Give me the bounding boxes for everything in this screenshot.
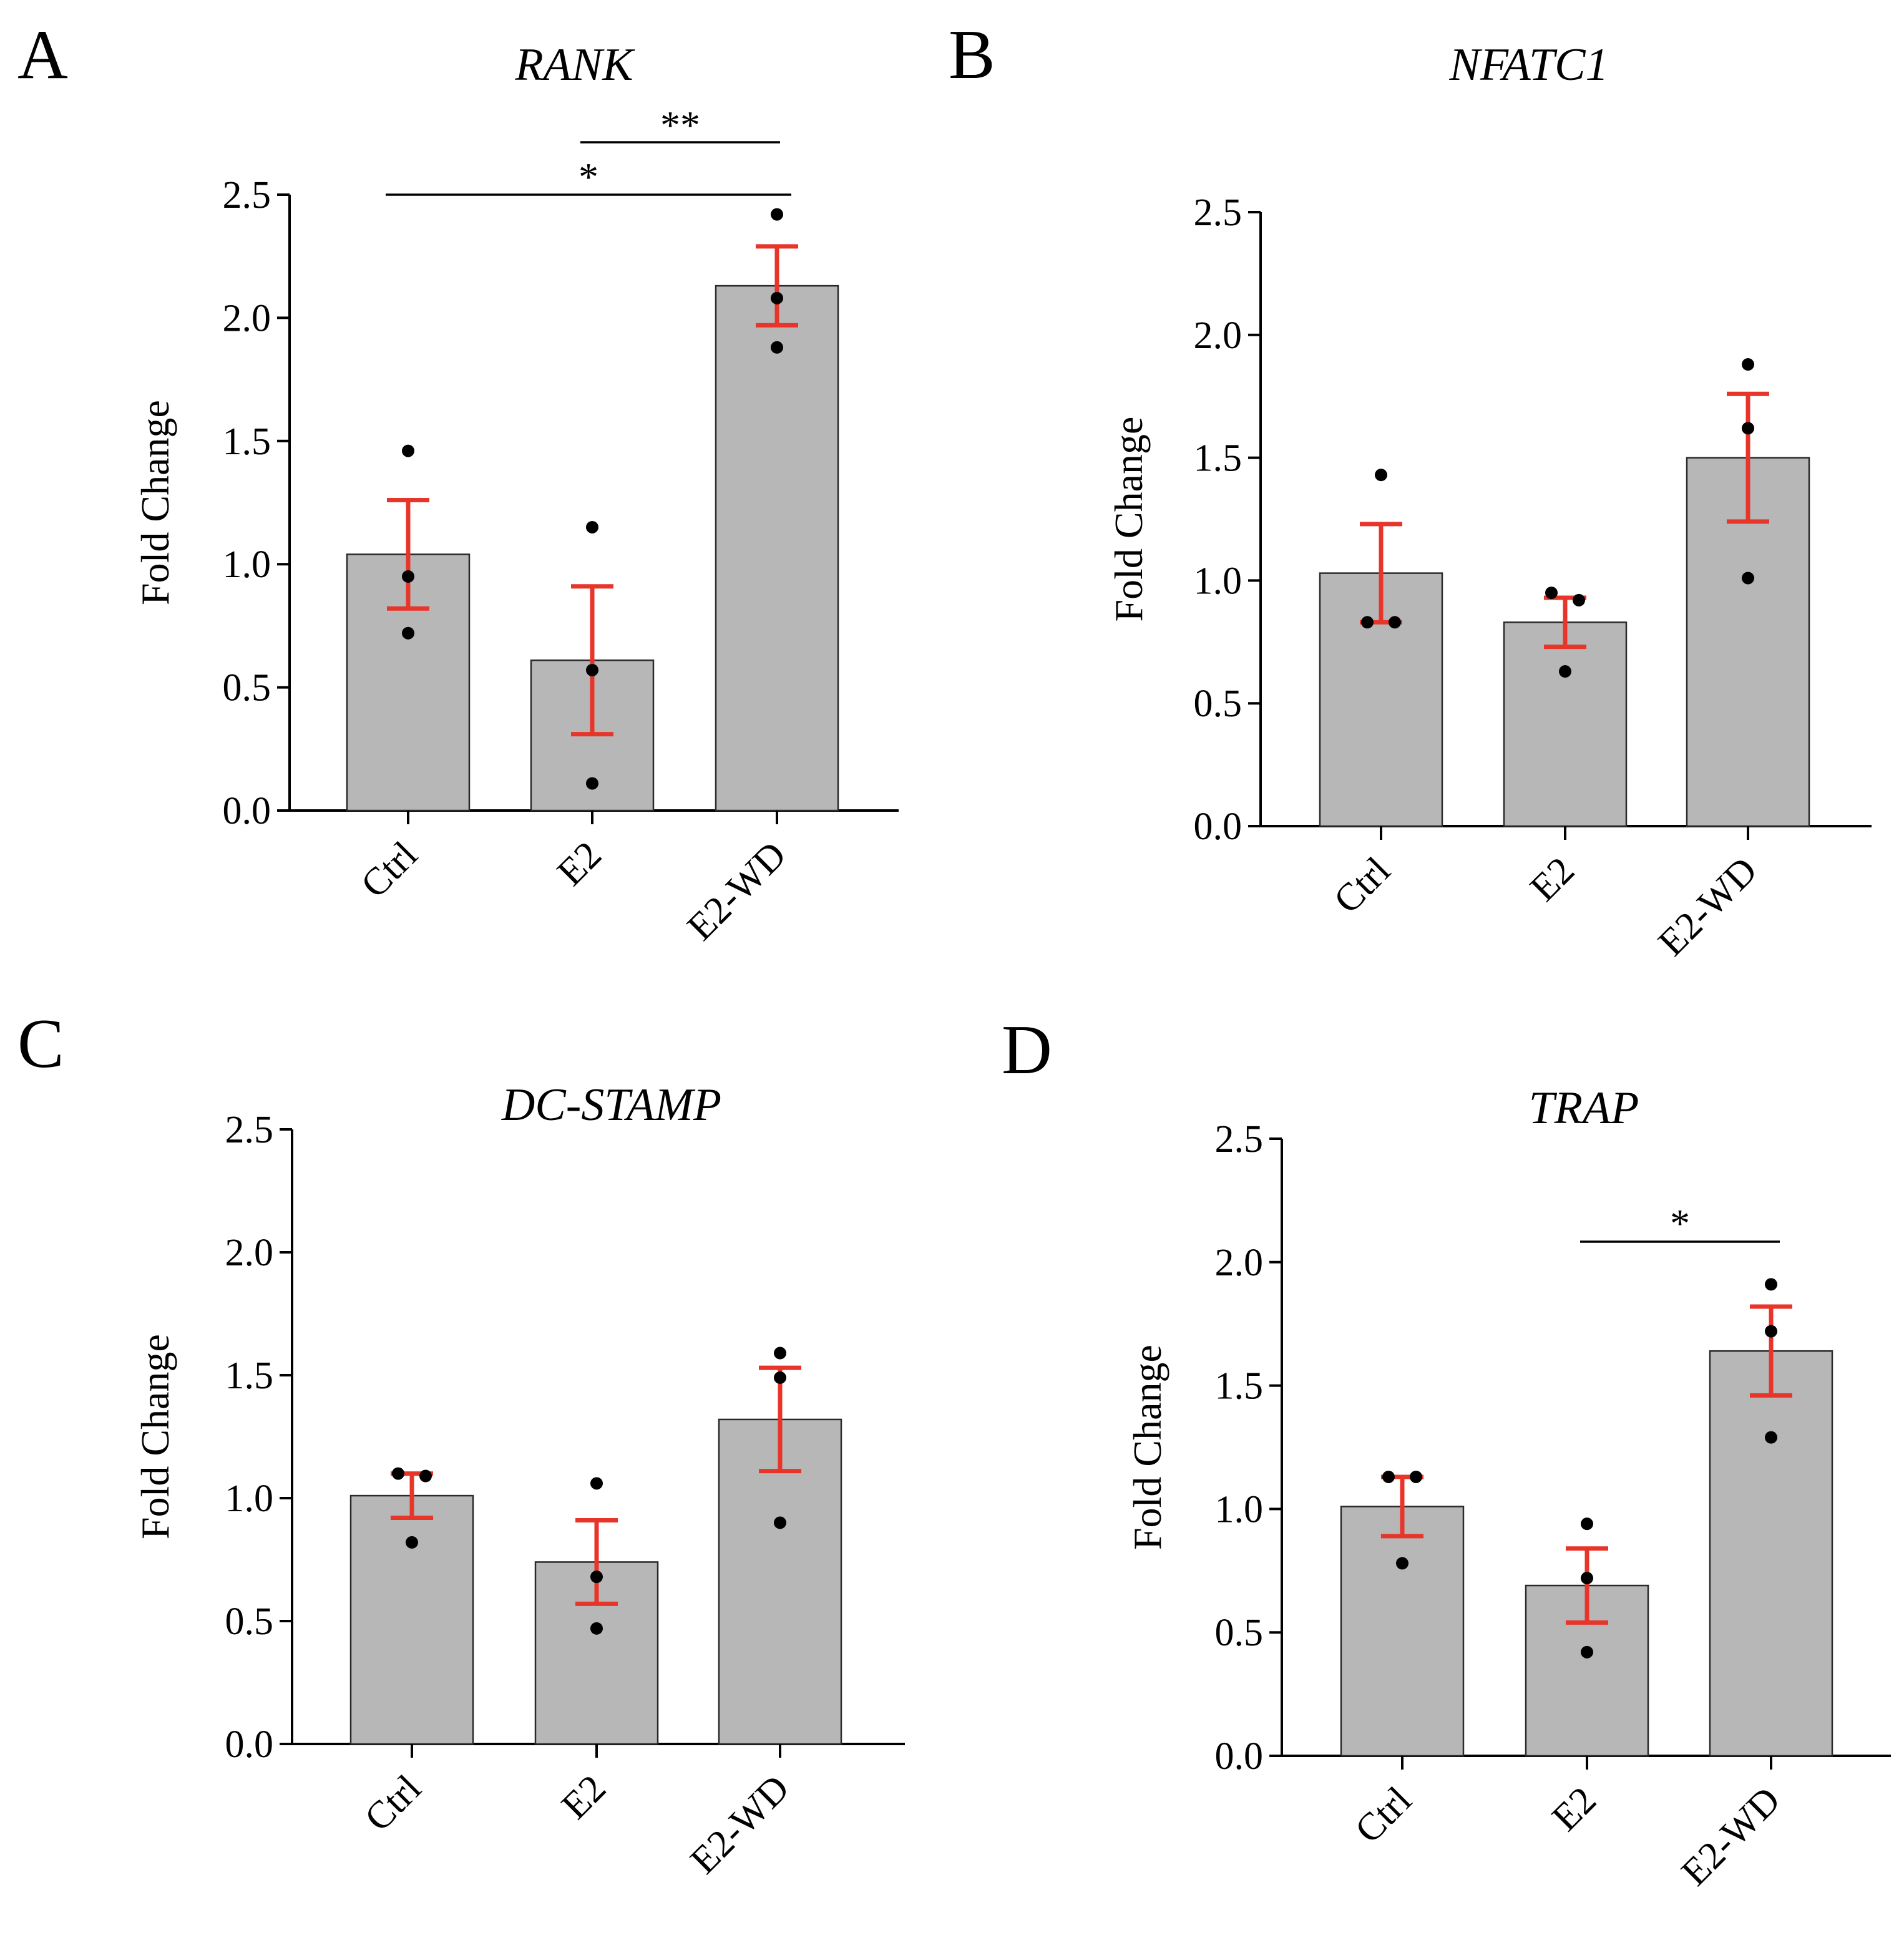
data-point	[590, 1571, 603, 1584]
data-point	[586, 777, 598, 790]
panel-d: D TRAP Fold Change 0.0 0.5 1.0 1.5 2.0 2.5 Ctrl E2…	[1002, 1011, 1891, 1894]
data-point	[774, 1371, 786, 1384]
data-point	[590, 1477, 603, 1490]
data-point	[419, 1469, 432, 1483]
bar-e2	[1503, 621, 1628, 827]
x-tick-label: E2	[554, 1767, 614, 1828]
x-tick-label: Ctrl	[353, 834, 426, 906]
y-tick-label: 0.5	[225, 1600, 274, 1643]
y-tick-label: 0.0	[225, 1723, 274, 1766]
y-tick-label: 1.5	[1194, 437, 1242, 480]
chart-title: DC-STAMP	[501, 1079, 721, 1131]
y-tick-label: 0.0	[223, 790, 271, 832]
x-tick-label: E2-WD	[1673, 1779, 1788, 1894]
y-tick-label: 1.0	[1194, 560, 1242, 602]
y-tick-label: 1.5	[1215, 1365, 1264, 1408]
data-point	[1742, 572, 1754, 585]
data-point	[1389, 616, 1401, 629]
data-point	[1361, 616, 1374, 629]
y-tick-label: 1.5	[223, 421, 271, 463]
data-point	[1742, 358, 1754, 371]
y-tick-label: 2.5	[223, 174, 271, 217]
data-point	[771, 291, 783, 304]
y-tick-label: 0.0	[1194, 806, 1242, 848]
panel-a: A RANK Fold Change 0.0 0.5 1.0 1.5 2.0 2.5 Ctrl E2…	[17, 16, 899, 948]
data-point	[586, 663, 598, 676]
data-point	[1559, 665, 1571, 678]
data-point	[1581, 1572, 1593, 1585]
data-point	[406, 1536, 418, 1549]
significance-label: *	[1670, 1201, 1690, 1245]
chart-title: TRAP	[1529, 1083, 1639, 1134]
bar-e2-wd	[1709, 1350, 1833, 1757]
y-tick-label: 2.0	[1194, 314, 1242, 357]
y-tick-label: 1.0	[225, 1478, 274, 1520]
y-axis-label: Fold Change	[1125, 1345, 1169, 1550]
bar-e2-wd	[715, 285, 839, 812]
chart-title: NFATC1	[1449, 39, 1609, 90]
x-tick-label: E2	[549, 834, 610, 894]
data-point	[1410, 1470, 1422, 1483]
x-tick-label: E2	[1522, 849, 1583, 910]
data-point	[392, 1467, 404, 1480]
data-point	[1742, 422, 1754, 435]
y-tick-label: 1.5	[225, 1355, 274, 1397]
data-point	[402, 444, 414, 457]
data-point	[771, 208, 783, 221]
data-point	[590, 1622, 603, 1635]
y-tick-label: 2.5	[1194, 192, 1242, 234]
data-point	[1765, 1431, 1777, 1444]
y-tick-label: 2.0	[1215, 1242, 1264, 1284]
chart-title: RANK	[514, 39, 635, 90]
bar-ctrl	[349, 1494, 474, 1745]
data-point	[774, 1516, 786, 1529]
data-point	[402, 626, 414, 640]
x-tick-label: E2-WD	[682, 1767, 797, 1882]
y-tick-label: 1.0	[223, 543, 271, 586]
data-point	[1581, 1645, 1593, 1658]
y-tick-label: 2.0	[223, 297, 271, 339]
data-point	[1375, 469, 1387, 482]
x-tick-label: E2-WD	[679, 834, 794, 948]
data-point	[586, 520, 598, 533]
x-tick-label: Ctrl	[1326, 849, 1399, 922]
x-tick-label: E2	[1544, 1779, 1604, 1839]
x-tick-label: E2-WD	[1650, 849, 1765, 964]
data-point	[1545, 587, 1558, 600]
bar-ctrl	[1340, 1506, 1465, 1757]
data-point	[1765, 1278, 1777, 1291]
data-point	[1382, 1470, 1395, 1483]
y-axis-label: Fold Change	[133, 1334, 177, 1539]
panel-c: C DC-STAMP Fold Change 0.0 0.5 1.0 1.5 2.0 2.5 Ct…	[17, 1005, 905, 1882]
data-point	[1573, 593, 1585, 606]
y-axis-label: Fold Change	[133, 400, 177, 605]
panel-b: B NFATC1 Fold Change 0.0 0.5 1.0 1.5 2.0 2.5 Ctrl…	[949, 16, 1872, 964]
x-tick-label: Ctrl	[357, 1767, 429, 1839]
y-tick-label: 0.0	[1215, 1735, 1264, 1778]
data-point	[1396, 1557, 1408, 1570]
data-point	[1765, 1325, 1777, 1338]
data-point	[1581, 1517, 1593, 1531]
panel-letter: C	[17, 1005, 64, 1083]
y-tick-label: 0.5	[1215, 1612, 1264, 1654]
significance-label: *	[579, 155, 598, 199]
x-tick-label: Ctrl	[1347, 1779, 1420, 1851]
data-point	[771, 341, 783, 354]
data-point	[402, 570, 414, 583]
panel-letter: D	[1002, 1011, 1052, 1089]
y-axis-label: Fold Change	[1106, 417, 1151, 622]
panel-letter: B	[949, 16, 995, 94]
significance-label: **	[660, 103, 700, 147]
y-tick-label: 0.5	[223, 667, 271, 709]
panel-letter: A	[17, 16, 68, 94]
y-tick-label: 1.0	[1215, 1488, 1264, 1531]
data-point	[774, 1347, 786, 1360]
y-tick-label: 0.5	[1194, 683, 1242, 725]
y-tick-label: 2.5	[1215, 1118, 1264, 1161]
y-tick-label: 2.5	[225, 1109, 274, 1151]
y-tick-label: 2.0	[225, 1232, 274, 1274]
